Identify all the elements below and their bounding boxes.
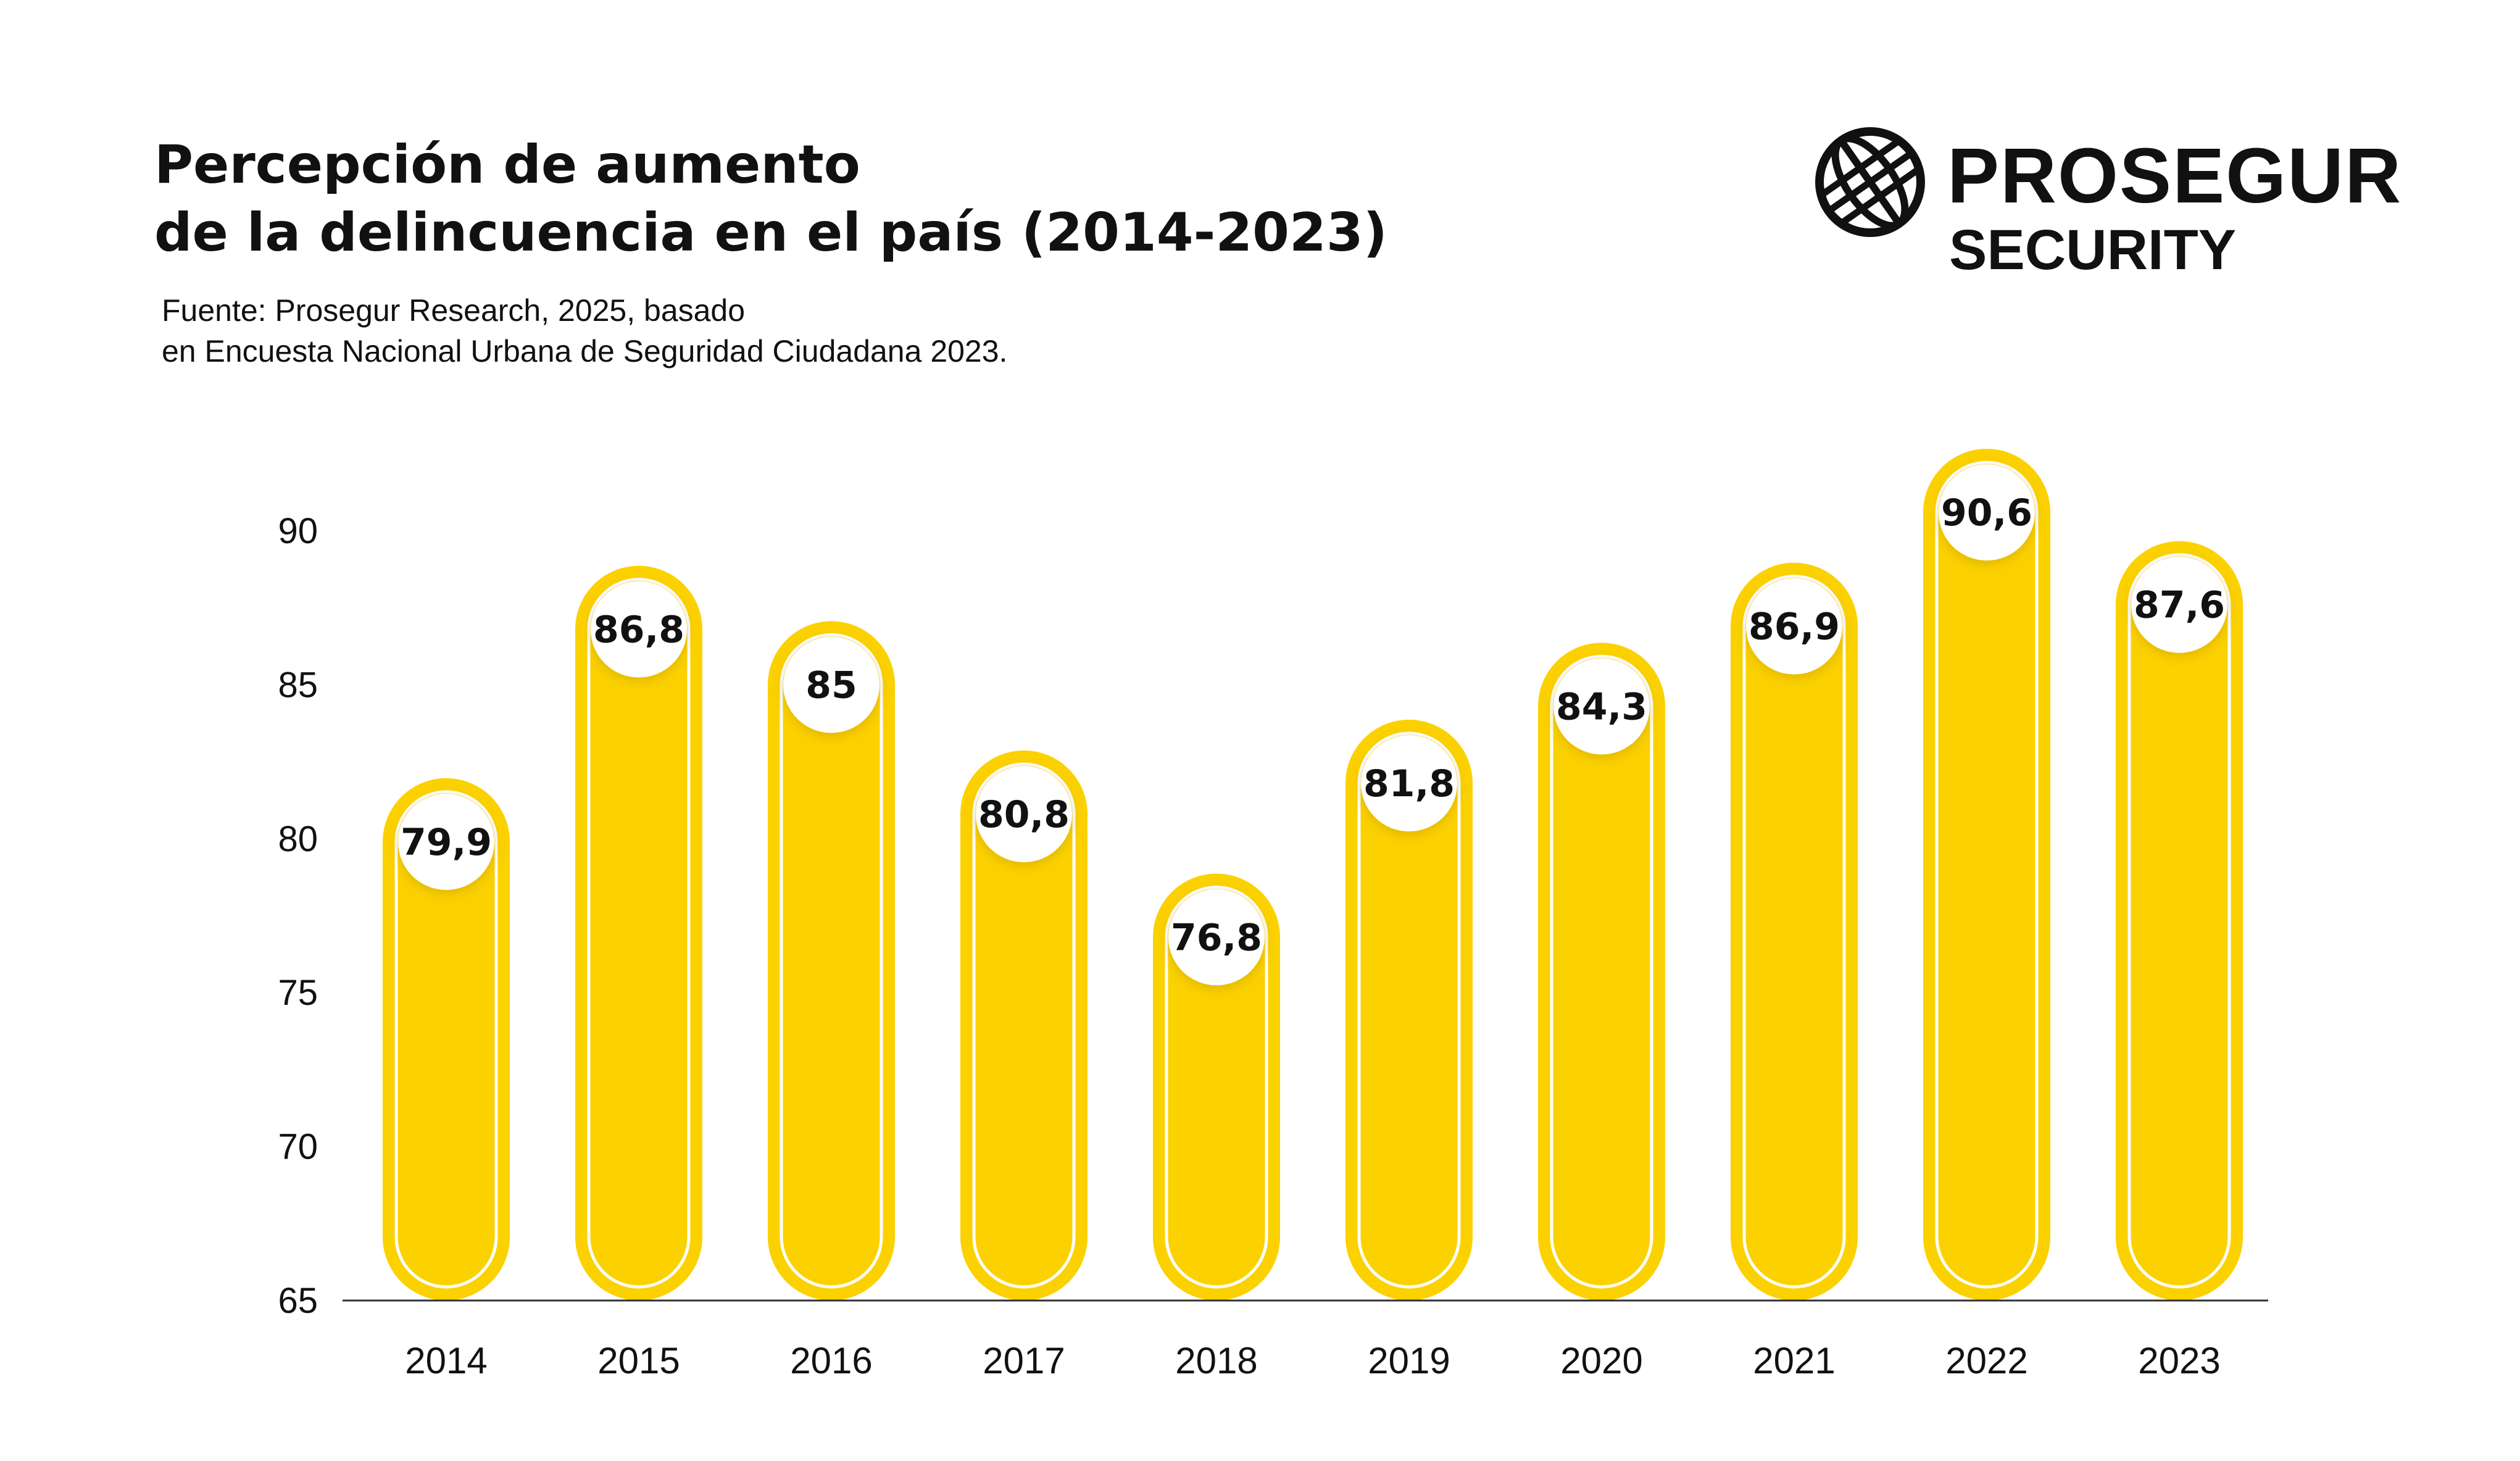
value-label: 80,8 xyxy=(978,793,1070,836)
bar-inner-outline xyxy=(587,578,691,1289)
bar-fill xyxy=(575,565,702,1301)
bar-2017: 80,8 xyxy=(960,750,1087,1301)
bar-inner-outline xyxy=(1550,654,1653,1289)
y-tick-label: 85 xyxy=(278,665,318,705)
bar-fill xyxy=(2116,541,2243,1301)
value-label-bubble xyxy=(591,581,687,678)
bar-2015: 86,8 xyxy=(575,565,702,1301)
y-tick-label: 80 xyxy=(278,819,318,859)
x-tick-label: 2019 xyxy=(1368,1340,1450,1381)
value-label: 84,3 xyxy=(1556,685,1647,728)
bar-fill xyxy=(383,778,510,1301)
bar-2016: 85 xyxy=(768,621,895,1301)
value-label-bubble xyxy=(1553,658,1650,755)
value-label-bubble xyxy=(1361,735,1457,832)
x-tick-label: 2022 xyxy=(1945,1340,2027,1381)
bar-inner-outline xyxy=(1935,460,2039,1289)
bar-fill xyxy=(1345,720,1473,1301)
bar-fill xyxy=(1153,873,1280,1301)
value-label-bubble xyxy=(783,636,880,733)
bar-2019: 81,8 xyxy=(1345,720,1473,1301)
value-label: 87,6 xyxy=(2134,584,2225,627)
bars: 79,9 86,8 85 80,8 76,8 81,8 84,3 86,9 90,6 87,6 xyxy=(383,449,2243,1301)
chart-title-line-1: Percepción de aumento xyxy=(154,134,860,196)
bar-inner-outline xyxy=(394,790,498,1289)
value-label: 76,8 xyxy=(1171,916,1262,959)
x-tick-label: 2018 xyxy=(1175,1340,1257,1381)
value-label-bubble xyxy=(1168,889,1265,986)
x-tick-label: 2015 xyxy=(597,1340,680,1381)
bar-inner-outline xyxy=(1165,885,1268,1289)
value-label: 85 xyxy=(805,664,857,707)
value-label-bubble xyxy=(398,793,494,890)
bar-inner-outline xyxy=(1742,575,1846,1289)
x-axis: 2014 2015 2016 2017 2018 2019 2020 2021 2022 2023 xyxy=(405,1340,2220,1381)
value-label-bubble xyxy=(1746,578,1842,675)
bar-2014: 79,9 xyxy=(383,778,510,1301)
bar-2018: 76,8 xyxy=(1153,873,1280,1301)
bar-fill xyxy=(1923,449,2050,1301)
bar-2022: 90,6 xyxy=(1923,449,2050,1301)
y-tick-label: 65 xyxy=(278,1281,318,1321)
source-note-line-2: en Encuesta Nacional Urbana de Seguridad… xyxy=(162,334,1008,368)
bar-inner-outline xyxy=(1357,731,1461,1289)
bar-2020: 84,3 xyxy=(1538,643,1665,1301)
x-tick-label: 2014 xyxy=(405,1340,487,1381)
value-label: 79,9 xyxy=(401,821,492,864)
bar-inner-outline xyxy=(2127,553,2231,1289)
value-label: 86,9 xyxy=(1749,606,1840,649)
source-note: Fuente: Prosegur Research, 2025, basado … xyxy=(162,290,1007,372)
bar-2023: 87,6 xyxy=(2116,541,2243,1301)
bar-fill xyxy=(960,750,1087,1301)
bar-2021: 86,9 xyxy=(1731,562,1858,1301)
chart-title: Percepción de aumento de la delincuencia… xyxy=(154,131,1387,267)
y-tick-label: 90 xyxy=(278,511,318,551)
logo-wordmark: PROSEGUR xyxy=(1947,132,2403,219)
bar-inner-outline xyxy=(972,762,1076,1289)
y-axis: 65 70 75 80 85 90 xyxy=(278,511,318,1321)
y-tick-label: 70 xyxy=(278,1127,318,1167)
bar-fill xyxy=(768,621,895,1301)
x-tick-label: 2016 xyxy=(790,1340,872,1381)
x-tick-label: 2023 xyxy=(2138,1340,2220,1381)
globe-icon xyxy=(1815,127,1925,237)
bar-fill xyxy=(1731,562,1858,1301)
y-tick-label: 75 xyxy=(278,973,318,1013)
x-tick-label: 2020 xyxy=(1560,1340,1642,1381)
value-label: 90,6 xyxy=(1941,491,2032,535)
value-label: 81,8 xyxy=(1363,762,1455,805)
chart-title-line-2: de la delincuencia en el país (2014-2023… xyxy=(154,202,1387,264)
x-tick-label: 2017 xyxy=(983,1340,1065,1381)
value-label: 86,8 xyxy=(593,609,684,652)
bar-inner-outline xyxy=(780,633,883,1289)
value-label-bubble xyxy=(976,765,1072,862)
x-tick-label: 2021 xyxy=(1753,1340,1835,1381)
source-note-line-1: Fuente: Prosegur Research, 2025, basado xyxy=(162,293,746,328)
value-label-bubble xyxy=(2131,556,2227,653)
prosegur-logo: PROSEGUR SECURITY xyxy=(1808,120,2426,287)
value-label-bubble xyxy=(1939,464,2035,561)
bar-fill xyxy=(1538,643,1665,1301)
logo-subtitle: SECURITY xyxy=(1949,219,2237,281)
